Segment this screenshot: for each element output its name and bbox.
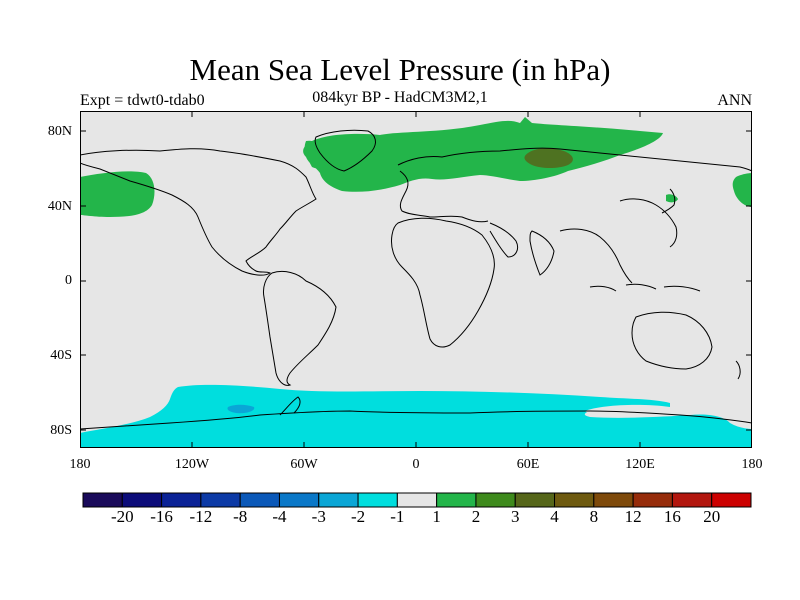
lat-tick-label: 0 [65,273,72,288]
antarctic-negative-core [227,404,255,414]
colorbar-label: -1 [390,507,405,526]
lat-tick-label: 80S [50,423,72,438]
colorbar-box [396,492,438,508]
lon-tick-label: 180 [741,457,763,472]
lat-tick-label: 40N [47,199,72,214]
colorbar-box [711,492,752,508]
colorbar-label: -20 [110,507,134,526]
season-label: ANN [717,92,752,109]
colorbar-label: -8 [233,507,248,526]
lon-tick-label: 0 [412,457,420,472]
north-pacific-positive-west [80,171,155,217]
map-subtitle: 084kyr BP - HadCM3M2,1 [312,89,488,106]
colorbar-label: 12 [624,507,642,526]
colorbar-box [357,492,398,508]
colorbar-box [436,492,477,508]
colorbar-box [278,492,320,508]
lat-tick-label: 80N [47,124,72,139]
colorbar-label: -16 [150,507,173,526]
colorbar-box [318,492,359,508]
lon-tick-label: 120W [174,457,210,472]
colorbar-label: 4 [550,507,559,526]
colorbar-box [121,492,163,508]
arctic-positive-region [303,117,663,192]
experiment-label: Expt = tdwt0-tdab0 [80,92,205,109]
greenland-positive-lobe [304,140,330,169]
siberia-positive-core [524,148,573,168]
colorbar-box [554,492,595,508]
ross-sea-light-patch [585,404,711,415]
lon-tick-label: 120E [625,457,655,472]
colorbar-label: 2 [471,507,481,526]
map-ticks [80,111,752,448]
colorbar-box [632,492,673,508]
map-title: Mean Sea Level Pressure (in hPa) [189,52,611,87]
lon-tick-label: 60W [290,457,318,472]
colorbar-box [239,492,280,508]
colorbar-box [514,492,556,508]
colorbar-box [671,492,713,508]
colorbar-label: 8 [589,507,599,526]
colorbar-label: -2 [350,507,366,526]
lat-tick-label: 40S [50,348,72,363]
colorbar-box [200,492,241,508]
colorbar-label: 3 [510,507,520,526]
north-pacific-positive-east [732,173,752,207]
colorbar-label: -3 [311,507,326,526]
colorbar-box [82,492,123,508]
colorbar-box [475,492,516,508]
world-map [80,111,753,448]
colorbar-label: 20 [703,507,721,526]
colorbar-box [161,492,202,508]
colorbar-label: -4 [272,507,287,526]
colorbar-box [593,492,634,508]
lon-tick-label: 60E [516,457,540,472]
southern-ocean-negative-region [80,384,752,448]
colorbar-label: -12 [189,507,213,526]
coastlines [80,129,753,430]
lon-tick-label: 180 [69,457,91,472]
colorbar-label: 1 [432,507,441,526]
colorbar [82,492,752,508]
colorbar-label: 16 [663,507,681,526]
